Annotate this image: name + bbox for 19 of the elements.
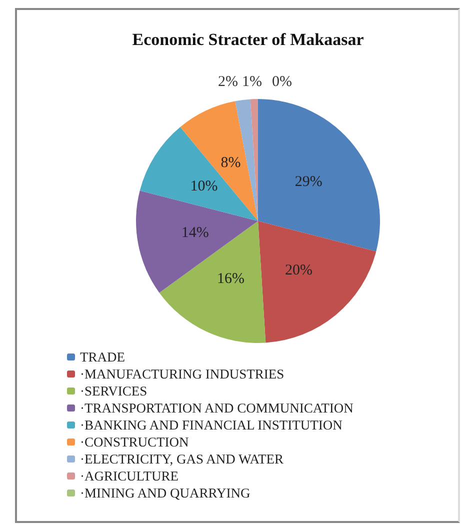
legend-label: ·ELECTRICITY, GAS AND WATER [80,452,284,466]
data-label: 8% [220,155,241,172]
data-label: 1% [242,74,262,90]
legend-label: ·MANUFACTURING INDUSTRIES [80,366,284,382]
legend-label: ·MINING AND QUARRYING [80,486,250,500]
legend-label: ·BANKING AND FINANCIAL INSTITUTION [80,418,343,432]
text: 0% [272,74,292,90]
data-label: 10% [190,178,218,195]
data-label: 2% [218,74,238,90]
data-label: 14% [181,224,209,241]
legend-label: ·SERVICES [80,384,148,398]
legend-label: ·AGRICULTURE [80,468,179,484]
legend-label: ·CONSTRUCTION [80,434,189,450]
legend-label: TRADE [80,350,125,364]
data-label: 16% [217,270,244,287]
chart-title: Economic Stracter of Makaasar [132,30,364,49]
data-label: 20% [285,262,313,278]
data-label: 29% [294,174,322,190]
legend-label: ·TRANSPORTATION AND COMMUNICATION [80,400,354,416]
